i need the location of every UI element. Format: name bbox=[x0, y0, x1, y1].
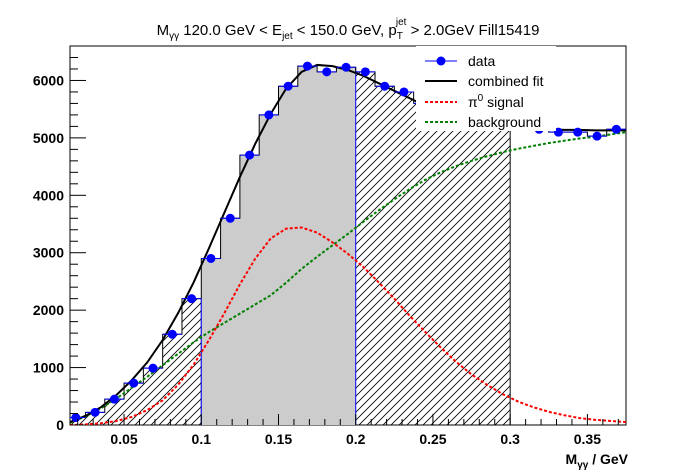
data-point bbox=[380, 81, 390, 91]
legend-signal-label: π0 signal bbox=[468, 93, 524, 110]
data-point bbox=[90, 407, 100, 417]
y-tick-label: 1000 bbox=[33, 360, 64, 376]
x-tick-label: 0.15 bbox=[265, 431, 292, 447]
data-point bbox=[302, 61, 312, 71]
title-part-1: M bbox=[157, 22, 170, 39]
x-axis-label: Mγγ / GeV bbox=[566, 451, 629, 471]
title-part-3-sub: T bbox=[397, 31, 403, 42]
axes-layer: 0.05 0.1 0.15 0.2 0.25 0.3 0.35 0 1000 2000 3000 40… bbox=[33, 45, 619, 447]
legend-signal-label-rest: signal bbox=[483, 94, 523, 110]
data-point bbox=[322, 67, 332, 77]
legend-data-marker bbox=[436, 56, 446, 66]
data-point bbox=[283, 81, 293, 91]
signal-curve bbox=[70, 226, 626, 425]
data-point bbox=[360, 67, 370, 77]
y-tick-label: 0 bbox=[56, 417, 64, 433]
data-point bbox=[264, 110, 274, 120]
x-tick-label: 0.25 bbox=[419, 431, 446, 447]
title-part-1-sub: γγ bbox=[169, 31, 179, 42]
x-tick-label: 0.2 bbox=[346, 431, 366, 447]
data-point bbox=[592, 131, 602, 141]
y-tick-label: 5000 bbox=[33, 130, 64, 146]
x-axis-label-sub: γγ bbox=[577, 460, 589, 471]
data-point bbox=[206, 253, 216, 263]
data-point bbox=[399, 87, 409, 97]
data-point bbox=[341, 62, 351, 72]
x-tick-label: 0.35 bbox=[574, 431, 601, 447]
x-axis-label-unit: / GeV bbox=[588, 451, 628, 467]
legend-combined-fit-label: combined fit bbox=[468, 73, 544, 89]
title-part-2-sub: jet bbox=[281, 31, 293, 42]
x-tick-label: 0.3 bbox=[500, 431, 520, 447]
x-tick-label: 0.05 bbox=[110, 431, 137, 447]
x-axis-label-main: M bbox=[566, 451, 578, 467]
data-point bbox=[245, 150, 255, 160]
title-part-3-sup: jet bbox=[395, 17, 407, 28]
title-part-4: > 2.0GeV Fill15419 bbox=[406, 22, 539, 39]
legend-signal-label-base: π bbox=[468, 94, 478, 110]
y-tick-label: 6000 bbox=[33, 72, 64, 88]
x-tick-label: 0.1 bbox=[192, 431, 212, 447]
data-point bbox=[129, 378, 139, 388]
data-point bbox=[225, 213, 235, 223]
data-point bbox=[573, 127, 583, 137]
title-part-3: < 150.0 GeV, p bbox=[293, 22, 397, 39]
legend-background-label: background bbox=[468, 114, 541, 130]
legend: data combined fit π0 signal background bbox=[416, 46, 556, 131]
background-curve bbox=[70, 131, 626, 424]
data-point bbox=[611, 124, 621, 134]
legend-signal-label-sup: 0 bbox=[478, 93, 484, 104]
y-tick-label: 2000 bbox=[33, 302, 64, 318]
data-point bbox=[148, 363, 158, 373]
y-tick-label: 4000 bbox=[33, 187, 64, 203]
data-point bbox=[167, 329, 177, 339]
title-part-2: 120.0 GeV < E bbox=[179, 22, 282, 39]
data-point bbox=[71, 413, 81, 423]
data-point bbox=[187, 294, 197, 304]
data-point bbox=[109, 394, 119, 404]
legend-data-label: data bbox=[468, 53, 495, 69]
data-point bbox=[553, 127, 563, 137]
y-tick-label: 3000 bbox=[33, 245, 64, 261]
chart-title: Mγγ 120.0 GeV < Ejet < 150.0 GeV, pTjet … bbox=[157, 17, 540, 42]
